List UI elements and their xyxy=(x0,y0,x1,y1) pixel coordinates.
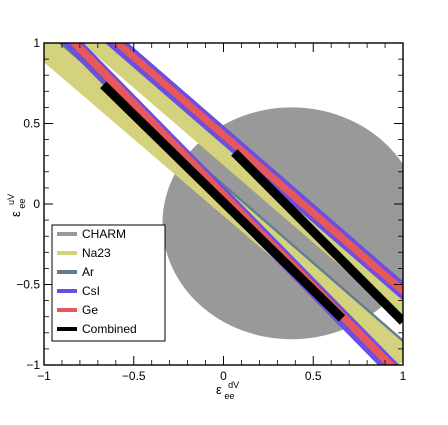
y-tick-label: 0.5 xyxy=(23,117,40,131)
data-layer xyxy=(44,43,403,365)
y-axis-title: ε ee uV xyxy=(6,194,28,217)
x-axis-title-sub: ee xyxy=(224,391,234,401)
x-axis-title-main: ε xyxy=(216,382,222,397)
y-axis-title-group: ε ee uV xyxy=(6,194,28,217)
series-combined-segment-1 xyxy=(100,81,346,322)
legend-label-charm: CHARM xyxy=(82,227,126,241)
legend-label-na23: Na23 xyxy=(82,246,111,260)
legend-box xyxy=(51,224,166,342)
labels-layer: −1 −0.5 0 0.5 1 −1 −0.5 0 0.5 1 xyxy=(16,36,406,383)
series-ge-band-1 xyxy=(69,43,396,365)
y-tick-label: 0 xyxy=(33,197,40,211)
x-tick-label: 0.5 xyxy=(305,369,322,383)
y-tick-label: −1 xyxy=(26,358,40,372)
y-tick-label: 1 xyxy=(33,36,40,50)
y-tick-label: −0.5 xyxy=(16,278,40,292)
x-axis-title: ε ee dV xyxy=(216,380,239,402)
y-axis-title-sup: uV xyxy=(6,194,16,205)
series-charm-region xyxy=(162,107,403,340)
series-ar-band-1 xyxy=(58,43,403,343)
legend-label-ar: Ar xyxy=(82,265,94,279)
x-tick-label: 1 xyxy=(400,369,407,383)
series-ge-band-2 xyxy=(112,43,403,296)
x-axis-title-sup: dV xyxy=(228,380,239,390)
legend-label-csi: CsI xyxy=(82,284,100,298)
x-tick-label: −0.5 xyxy=(122,369,146,383)
legend-label-ge: Ge xyxy=(82,303,98,317)
legend-label-combined: Combined xyxy=(82,322,137,336)
y-axis-title-main: ε xyxy=(8,211,23,217)
x-tick-label: −1 xyxy=(37,369,51,383)
legend: CHARM Na23 Ar CsI Ge Combined xyxy=(51,224,166,342)
series-combined-segment-2 xyxy=(231,149,403,325)
y-axis-title-sub: ee xyxy=(17,199,27,209)
ticks-layer xyxy=(43,42,404,366)
x-tick-label: 0 xyxy=(220,369,227,383)
